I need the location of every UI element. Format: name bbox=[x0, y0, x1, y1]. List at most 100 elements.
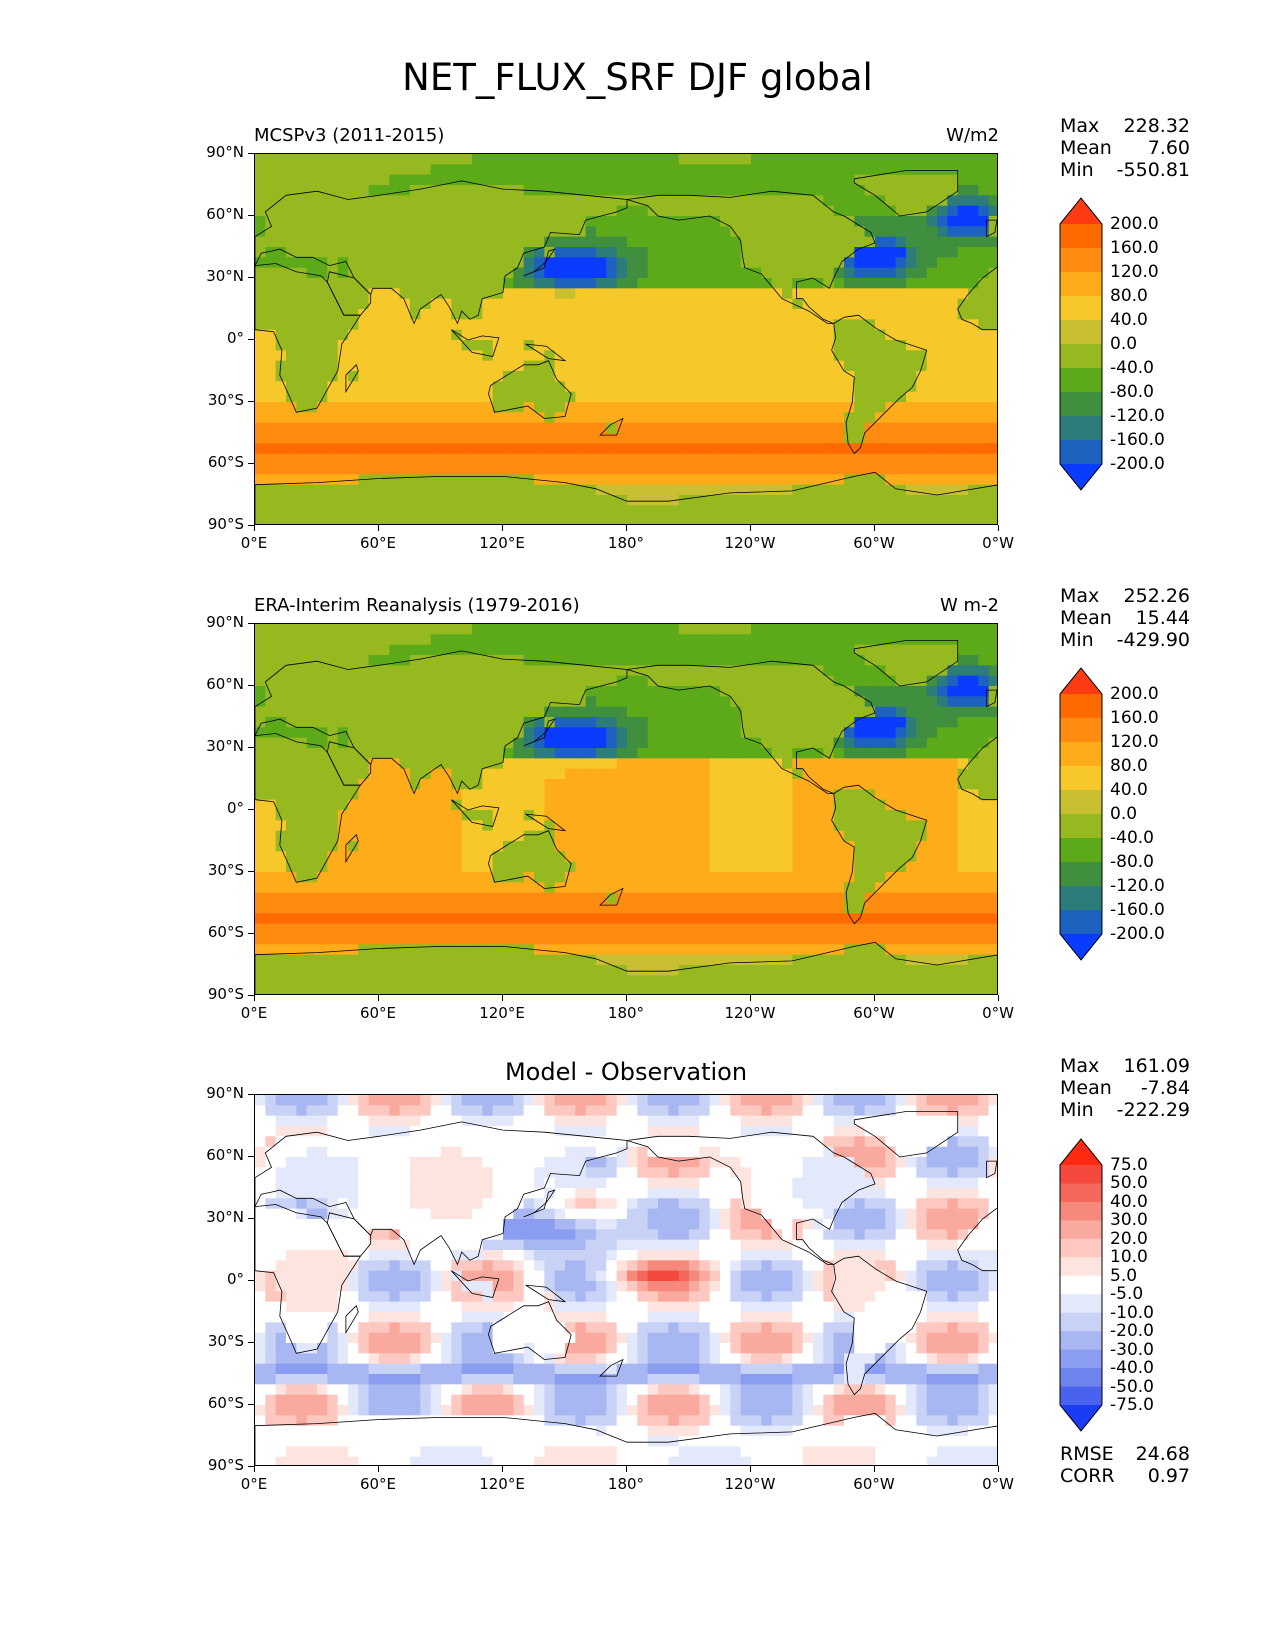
heatmap-cell bbox=[875, 433, 886, 444]
heatmap-cell bbox=[658, 309, 669, 320]
heatmap-cell bbox=[937, 433, 948, 444]
heatmap-cell bbox=[906, 717, 917, 728]
heatmap-cell bbox=[864, 391, 876, 403]
heatmap-cell bbox=[368, 247, 380, 258]
coastline bbox=[255, 180, 628, 325]
heatmap-cell bbox=[461, 903, 473, 914]
heatmap-cell bbox=[389, 820, 401, 832]
heatmap-cell bbox=[678, 371, 690, 382]
heatmap-cell bbox=[544, 288, 556, 300]
heatmap-cell bbox=[813, 257, 824, 269]
heatmap-cell bbox=[647, 799, 659, 811]
heatmap-cell bbox=[627, 174, 638, 186]
heatmap-cell bbox=[627, 748, 638, 759]
heatmap-cell bbox=[885, 665, 897, 677]
heatmap-cell bbox=[461, 226, 473, 238]
heatmap-cell bbox=[337, 484, 349, 496]
heatmap-cell bbox=[792, 810, 804, 821]
heatmap-cell bbox=[823, 391, 835, 403]
heatmap-cell bbox=[327, 934, 339, 945]
heatmap-cell bbox=[647, 174, 659, 186]
heatmap-cell bbox=[544, 665, 556, 677]
heatmap-cell bbox=[430, 216, 442, 227]
heatmap-cell bbox=[337, 174, 349, 186]
heatmap-cell bbox=[554, 748, 566, 759]
heatmap-cell bbox=[771, 236, 783, 248]
heatmap-cell bbox=[606, 257, 618, 269]
heatmap-cell bbox=[534, 706, 545, 718]
heatmap-cell bbox=[596, 913, 607, 925]
heatmap-cell bbox=[503, 696, 514, 708]
heatmap-cell bbox=[720, 748, 731, 759]
heatmap-cell bbox=[875, 644, 886, 656]
heatmap-cell bbox=[771, 810, 783, 821]
heatmap-cell bbox=[358, 381, 370, 393]
heatmap-cell bbox=[916, 799, 928, 811]
heatmap-cell bbox=[554, 340, 566, 351]
heatmap-cell bbox=[616, 872, 628, 883]
heatmap-cell bbox=[875, 861, 886, 873]
heatmap-cell bbox=[399, 288, 411, 300]
heatmap-cell bbox=[368, 737, 380, 749]
heatmap-cell bbox=[968, 205, 979, 217]
heatmap-cell bbox=[906, 278, 917, 289]
heatmap-cell bbox=[420, 675, 432, 687]
heatmap-cell bbox=[699, 319, 711, 331]
heatmap-cell bbox=[337, 443, 349, 455]
heatmap-cell bbox=[389, 779, 401, 790]
colorbar-segment bbox=[1060, 296, 1102, 321]
heatmap-cell bbox=[844, 789, 855, 801]
heatmap-cell bbox=[523, 278, 535, 289]
heatmap-cell bbox=[317, 381, 328, 393]
heatmap-cell bbox=[668, 810, 680, 821]
heatmap-cell bbox=[296, 944, 308, 956]
colorbar-tick-label: 40.0 bbox=[1110, 310, 1148, 330]
heatmap-cell bbox=[368, 453, 380, 465]
heatmap-cell bbox=[348, 464, 359, 475]
heatmap-cell bbox=[575, 861, 587, 873]
heatmap-cell bbox=[668, 913, 680, 925]
heatmap-cell bbox=[658, 391, 669, 403]
heatmap-cell bbox=[637, 453, 649, 465]
heatmap-cell bbox=[317, 443, 328, 455]
heatmap-cell bbox=[534, 665, 545, 677]
heatmap-cell bbox=[802, 298, 814, 310]
heatmap-cell bbox=[658, 624, 669, 635]
heatmap-cell bbox=[296, 422, 308, 434]
heatmap-cell bbox=[751, 892, 762, 904]
heatmap-cell bbox=[947, 737, 959, 749]
heatmap-cell bbox=[709, 329, 721, 341]
heatmap-cell bbox=[472, 267, 483, 279]
heatmap-cell bbox=[451, 350, 463, 362]
heatmap-cell bbox=[575, 309, 587, 320]
heatmap-cell bbox=[286, 371, 297, 382]
heatmap-cell bbox=[906, 288, 917, 300]
heatmap-cell bbox=[668, 464, 680, 475]
heatmap-cell bbox=[875, 872, 886, 883]
heatmap-cell bbox=[337, 861, 349, 873]
heatmap-cell bbox=[379, 329, 390, 341]
heatmap-cell bbox=[668, 174, 680, 186]
heatmap-cell bbox=[554, 810, 566, 821]
heatmap-cell bbox=[627, 696, 638, 708]
heatmap-cell bbox=[895, 655, 907, 666]
heatmap-cell bbox=[503, 495, 514, 506]
heatmap-cell bbox=[461, 758, 473, 770]
heatmap-cell bbox=[802, 371, 814, 382]
heatmap-cell bbox=[420, 257, 432, 269]
heatmap-cell bbox=[678, 453, 690, 465]
heatmap-cell bbox=[513, 185, 525, 196]
heatmap-cell bbox=[286, 954, 297, 966]
heatmap-cell bbox=[544, 319, 556, 331]
heatmap-cell bbox=[616, 433, 628, 444]
heatmap-cell bbox=[358, 810, 370, 821]
heatmap-cell bbox=[461, 443, 473, 455]
heatmap-cell bbox=[430, 515, 442, 524]
heatmap-cell bbox=[441, 329, 452, 341]
heatmap-cell bbox=[482, 412, 494, 424]
heatmap-cell bbox=[937, 675, 948, 687]
heatmap-cell bbox=[420, 841, 432, 852]
heatmap-cell bbox=[844, 696, 855, 708]
heatmap-cell bbox=[606, 717, 618, 728]
heatmap-cell bbox=[968, 247, 979, 258]
